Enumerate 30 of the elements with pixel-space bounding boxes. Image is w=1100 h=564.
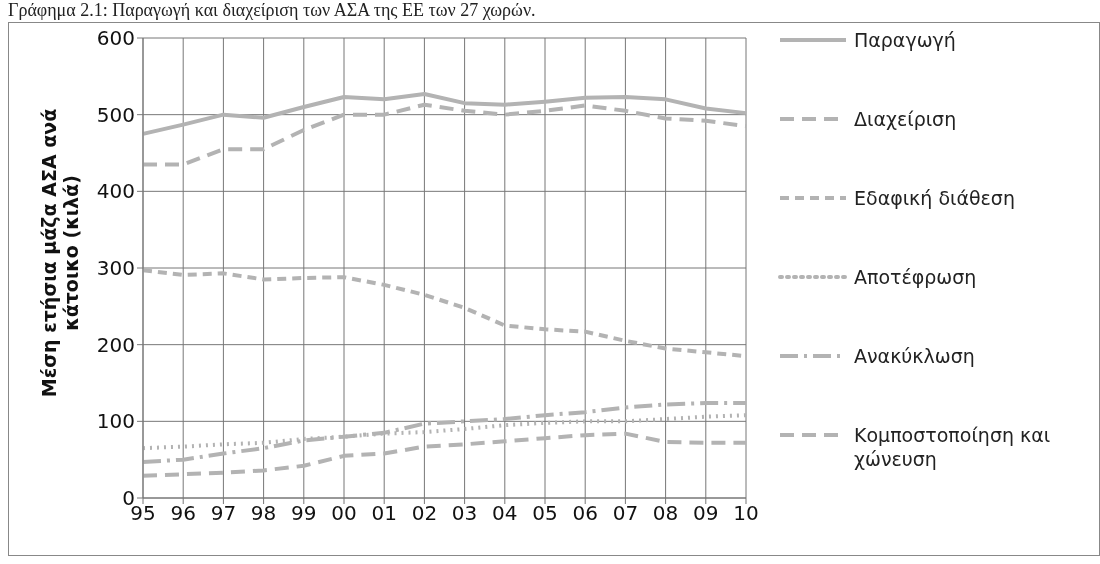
- x-tick-label: 96: [170, 501, 196, 526]
- x-tick-label: 07: [612, 501, 639, 526]
- legend-label: Ανακύκλωση: [854, 344, 975, 368]
- x-tick-label: 08: [652, 501, 679, 526]
- legend-label: Αποτέφρωση: [854, 265, 977, 289]
- x-tick-label: 01: [371, 501, 397, 526]
- legend-label: Παραγωγή: [854, 28, 956, 52]
- y-axis-title: Μέση ετήσια μάζα ΑΣΑ ανά κάτοικο (κιλά): [38, 107, 82, 400]
- x-tick-label: 09: [693, 501, 719, 526]
- y-tick-label: 400: [96, 179, 135, 204]
- x-tick-label: 06: [572, 501, 598, 526]
- x-tick-label: 97: [210, 501, 237, 526]
- y-tick-label: 300: [96, 256, 135, 281]
- y-tick-label: 200: [96, 332, 135, 357]
- x-tick-label: 10: [733, 501, 759, 526]
- legend-label: Διαχείριση: [854, 107, 957, 131]
- x-tick-label: 03: [451, 501, 478, 526]
- x-tick-label: 05: [532, 501, 558, 526]
- line-series: [141, 431, 748, 478]
- x-tick-label: 99: [291, 501, 317, 526]
- x-tick-label: 04: [492, 501, 518, 526]
- y-tick-label: 500: [96, 102, 135, 127]
- legend-label: Εδαφική διάθεση: [854, 186, 1015, 210]
- x-tick-label: 00: [331, 501, 357, 526]
- x-tick-label: 98: [250, 501, 277, 526]
- legend-label: Κομποστοποίηση και χώνευση: [854, 423, 1052, 471]
- x-tick-label: 02: [411, 501, 438, 526]
- chart-title: Γράφημα 2.1: Παραγωγή και διαχείριση των ΑΣΑ της ΕΕ των 27 χωρών.: [8, 0, 536, 21]
- y-tick-label: 600: [96, 26, 135, 51]
- y-tick-label: 100: [96, 409, 135, 434]
